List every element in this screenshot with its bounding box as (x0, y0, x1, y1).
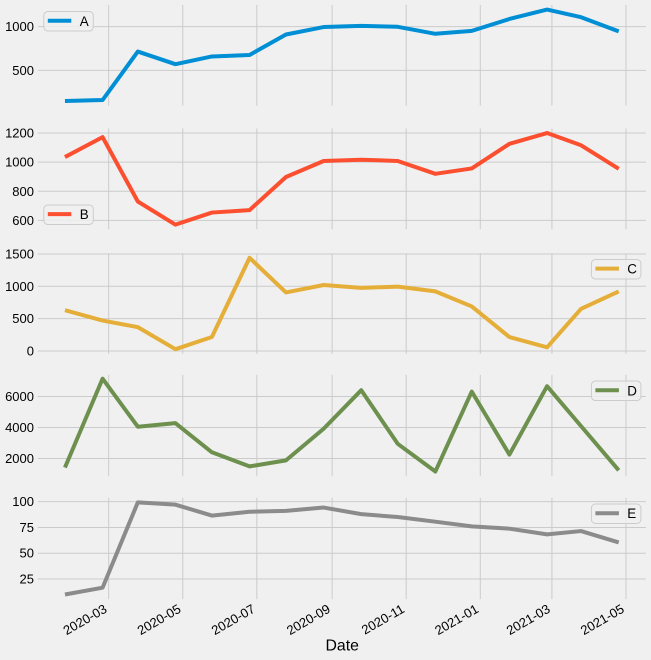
svg-text:600: 600 (12, 213, 34, 228)
svg-text:4000: 4000 (5, 420, 34, 435)
svg-text:2000: 2000 (5, 451, 34, 466)
svg-text:1000: 1000 (5, 155, 34, 170)
svg-text:C: C (627, 262, 637, 277)
svg-text:1000: 1000 (5, 19, 34, 34)
svg-text:800: 800 (12, 184, 34, 199)
svg-text:500: 500 (12, 63, 34, 78)
svg-text:75: 75 (20, 520, 34, 535)
svg-text:0: 0 (27, 344, 34, 359)
svg-text:500: 500 (12, 311, 34, 326)
svg-text:6000: 6000 (5, 389, 34, 404)
svg-text:25: 25 (20, 572, 34, 587)
svg-text:100: 100 (12, 494, 34, 509)
svg-text:1500: 1500 (5, 246, 34, 261)
svg-text:A: A (80, 14, 89, 29)
svg-text:1000: 1000 (5, 279, 34, 294)
svg-text:1200: 1200 (5, 126, 34, 141)
svg-text:Date: Date (326, 637, 360, 654)
svg-text:B: B (80, 207, 89, 222)
svg-text:D: D (627, 383, 637, 398)
svg-text:50: 50 (20, 546, 34, 561)
svg-text:E: E (627, 506, 636, 521)
